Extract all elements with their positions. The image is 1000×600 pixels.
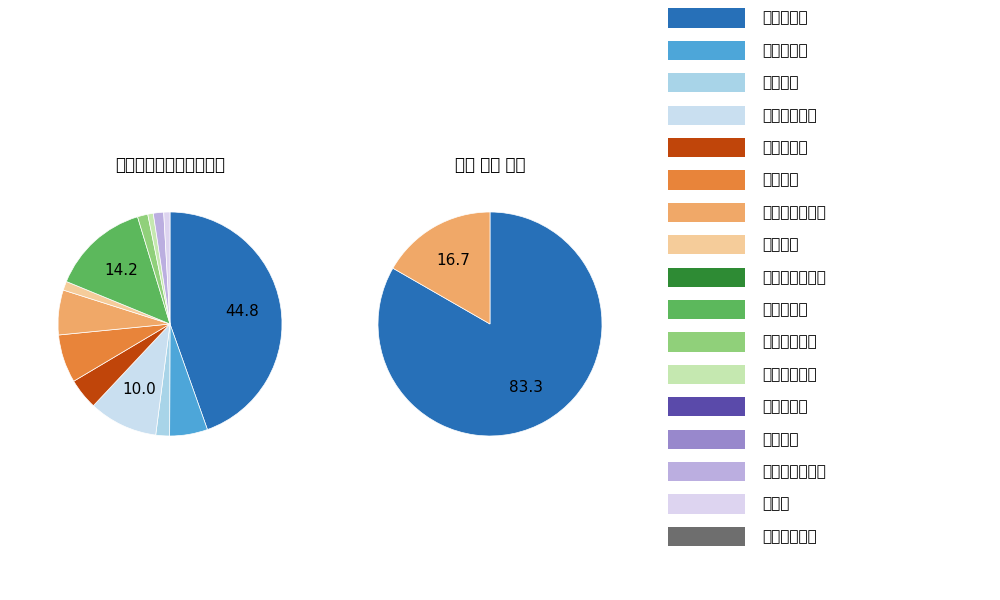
Text: ナックル: ナックル <box>762 432 798 446</box>
FancyBboxPatch shape <box>668 527 744 546</box>
FancyBboxPatch shape <box>668 462 744 481</box>
Wedge shape <box>156 324 170 436</box>
FancyBboxPatch shape <box>668 430 744 449</box>
FancyBboxPatch shape <box>668 138 744 157</box>
Text: 16.7: 16.7 <box>437 253 470 268</box>
FancyBboxPatch shape <box>668 73 744 92</box>
FancyBboxPatch shape <box>668 170 744 190</box>
Wedge shape <box>153 212 170 324</box>
FancyBboxPatch shape <box>668 365 744 384</box>
Text: 44.8: 44.8 <box>225 304 259 319</box>
Wedge shape <box>63 281 170 324</box>
Text: ツーシーム: ツーシーム <box>762 43 808 58</box>
FancyBboxPatch shape <box>668 268 744 287</box>
Text: ストレート: ストレート <box>762 10 808 25</box>
Text: フォーク: フォーク <box>762 173 798 187</box>
FancyBboxPatch shape <box>668 397 744 416</box>
Wedge shape <box>66 217 170 324</box>
FancyBboxPatch shape <box>668 8 744 28</box>
FancyBboxPatch shape <box>668 300 744 319</box>
FancyBboxPatch shape <box>668 235 744 254</box>
Text: ナックルカーブ: ナックルカーブ <box>762 464 826 479</box>
Wedge shape <box>74 324 170 406</box>
Text: スライダー: スライダー <box>762 302 808 317</box>
Text: 14.2: 14.2 <box>104 263 138 278</box>
Text: スローカーブ: スローカーブ <box>762 529 817 544</box>
Wedge shape <box>170 324 207 436</box>
Text: 縦スライダー: 縦スライダー <box>762 335 817 349</box>
Text: スプリット: スプリット <box>762 140 808 155</box>
Title: セ・リーグ全プレイヤー: セ・リーグ全プレイヤー <box>115 156 225 174</box>
Text: 10.0: 10.0 <box>122 382 156 397</box>
Text: スクリュー: スクリュー <box>762 400 808 415</box>
FancyBboxPatch shape <box>668 106 744 125</box>
Text: 83.3: 83.3 <box>509 380 543 395</box>
Wedge shape <box>170 212 282 430</box>
Text: カットボール: カットボール <box>762 108 817 123</box>
Wedge shape <box>93 324 170 435</box>
FancyBboxPatch shape <box>668 494 744 514</box>
Wedge shape <box>58 290 170 335</box>
Text: チェンジアップ: チェンジアップ <box>762 205 826 220</box>
Text: パワーカーブ: パワーカーブ <box>762 367 817 382</box>
FancyBboxPatch shape <box>668 41 744 60</box>
Text: シュート: シュート <box>762 75 798 90</box>
Title: 石川 雅規 選手: 石川 雅規 選手 <box>455 156 525 174</box>
Wedge shape <box>378 212 602 436</box>
Wedge shape <box>59 324 170 381</box>
Wedge shape <box>164 212 170 324</box>
Text: カーブ: カーブ <box>762 496 789 511</box>
FancyBboxPatch shape <box>668 203 744 222</box>
Text: シンカー: シンカー <box>762 237 798 252</box>
Wedge shape <box>138 214 170 324</box>
FancyBboxPatch shape <box>668 332 744 352</box>
Text: 高速スライダー: 高速スライダー <box>762 269 826 284</box>
Wedge shape <box>393 212 490 324</box>
Wedge shape <box>148 213 170 324</box>
